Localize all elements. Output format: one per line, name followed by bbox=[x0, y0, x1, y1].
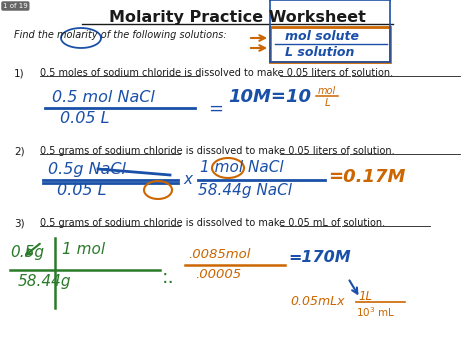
Text: :.: :. bbox=[162, 268, 175, 287]
Text: =: = bbox=[208, 100, 223, 118]
Text: mol: mol bbox=[318, 86, 336, 96]
Text: 0.05 L: 0.05 L bbox=[60, 111, 109, 126]
Text: .00005: .00005 bbox=[195, 268, 241, 281]
Text: 1 of 19: 1 of 19 bbox=[3, 3, 28, 9]
Text: 3): 3) bbox=[14, 218, 25, 228]
Text: 0.05 L: 0.05 L bbox=[57, 183, 107, 198]
Text: 58.44g NaCl: 58.44g NaCl bbox=[198, 183, 292, 198]
Text: x: x bbox=[183, 172, 192, 187]
Text: L solution: L solution bbox=[285, 46, 355, 59]
Text: 10M=10: 10M=10 bbox=[228, 88, 311, 106]
Text: L: L bbox=[325, 98, 331, 108]
Text: 2): 2) bbox=[14, 146, 25, 156]
Text: 0.5 moles of sodium chloride is dissolved to make 0.05 liters of solution.: 0.5 moles of sodium chloride is dissolve… bbox=[40, 68, 393, 78]
Text: 0.5g: 0.5g bbox=[10, 245, 44, 260]
Text: 58.44g: 58.44g bbox=[18, 274, 72, 289]
Text: .0085mol: .0085mol bbox=[188, 248, 250, 261]
Text: Find the molarity of the following solutions:: Find the molarity of the following solut… bbox=[14, 30, 227, 40]
Text: 0.5g NaCl: 0.5g NaCl bbox=[48, 162, 126, 177]
Text: Molarity Practice Worksheet: Molarity Practice Worksheet bbox=[109, 10, 365, 25]
Text: 1 mol NaCl: 1 mol NaCl bbox=[200, 160, 283, 175]
Text: 0.5 grams of sodium chloride is dissolved to make 0.05 mL of solution.: 0.5 grams of sodium chloride is dissolve… bbox=[40, 218, 385, 228]
Text: 1 mol: 1 mol bbox=[62, 242, 105, 257]
Text: =170M: =170M bbox=[288, 250, 351, 265]
Text: mol solute: mol solute bbox=[285, 30, 359, 43]
Text: 0.05mLx: 0.05mLx bbox=[290, 295, 345, 308]
FancyBboxPatch shape bbox=[270, 27, 390, 62]
Text: 10$^3$ mL: 10$^3$ mL bbox=[356, 305, 395, 319]
Text: =0.17M: =0.17M bbox=[328, 168, 405, 186]
Text: 1L: 1L bbox=[358, 290, 372, 303]
Text: 0.5 mol NaCl: 0.5 mol NaCl bbox=[52, 90, 155, 105]
Text: 1): 1) bbox=[14, 68, 25, 78]
Text: 0.5 grams of sodium chloride is dissolved to make 0.05 liters of solution.: 0.5 grams of sodium chloride is dissolve… bbox=[40, 146, 395, 156]
